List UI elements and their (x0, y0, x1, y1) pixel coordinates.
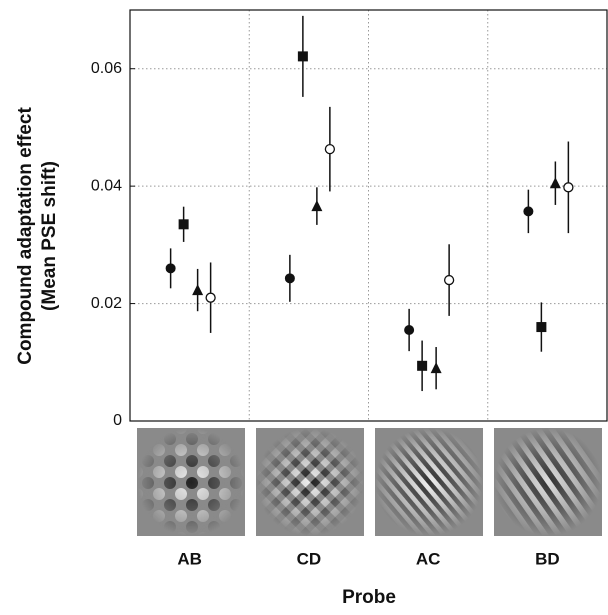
marker (205, 292, 216, 303)
marker (536, 322, 547, 333)
marker (192, 284, 204, 296)
marker (417, 360, 428, 371)
marker (523, 206, 534, 217)
marker (178, 219, 189, 230)
probe-image (375, 428, 483, 536)
marker (430, 362, 442, 374)
marker (297, 51, 308, 62)
marker (324, 144, 336, 155)
marker (549, 177, 561, 189)
marker (563, 182, 574, 193)
y-tick-label: 0.06 (91, 60, 122, 77)
marker (311, 200, 323, 212)
y-tick-label: 0.02 (91, 295, 122, 312)
probe-image (494, 428, 602, 536)
y-tick-label: 0.04 (91, 177, 122, 194)
x-tick-label: CD (297, 549, 322, 568)
probe-image (256, 428, 364, 536)
plot-frame (129, 9, 608, 422)
marker (404, 324, 415, 335)
marker (443, 274, 455, 286)
x-tick-label: BD (535, 549, 560, 568)
x-tick-label: AC (416, 549, 441, 568)
marker (165, 263, 176, 274)
x-tick-label: AB (177, 549, 202, 568)
y-axis-label: Compound adaptation effect (15, 107, 36, 365)
marker (284, 273, 295, 284)
y-tick-label: 0 (113, 412, 122, 429)
x-axis-label: Probe (342, 587, 396, 608)
probe-image (137, 428, 245, 536)
y-axis-label: (Mean PSE shift) (39, 161, 60, 311)
